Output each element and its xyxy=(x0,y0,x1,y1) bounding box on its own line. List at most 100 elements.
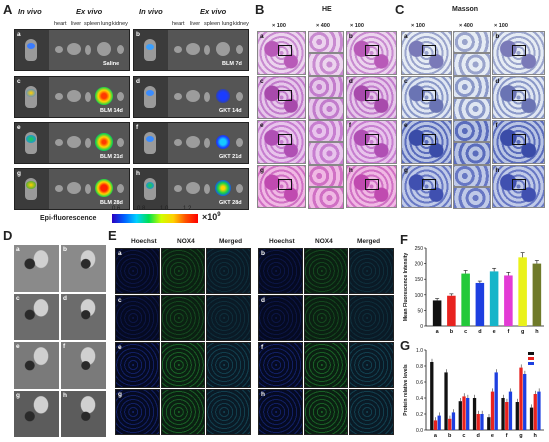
tile-letter: f xyxy=(495,122,498,129)
imaging-row-saline: a Saline xyxy=(14,29,130,71)
em-letter: a xyxy=(16,246,20,253)
mag-label: × 100 xyxy=(350,23,364,29)
fluorescence-letter: a xyxy=(118,250,122,257)
histology-tile: c xyxy=(401,75,452,119)
em-micrograph: d xyxy=(60,292,107,341)
em-letter: d xyxy=(63,294,67,302)
fluorescence-letter: h xyxy=(261,391,265,398)
histology-tile: b xyxy=(345,31,397,75)
organ-label-heart: heart xyxy=(54,21,67,27)
bar xyxy=(466,398,470,430)
bar xyxy=(504,275,513,326)
row-letter: a xyxy=(17,31,21,38)
y-tick-label: 200 xyxy=(415,262,424,268)
histology-zoom-tile xyxy=(307,97,345,120)
bar xyxy=(430,362,434,430)
x-tick-label: f xyxy=(507,329,509,335)
em-letter: c xyxy=(16,294,20,302)
legend-swatch xyxy=(528,352,534,355)
bar xyxy=(451,412,456,430)
mag-label: × 100 xyxy=(494,23,508,29)
bar xyxy=(480,414,484,430)
bar xyxy=(432,300,442,326)
fluorescence-image xyxy=(206,248,251,294)
x-tick-label: e xyxy=(493,329,496,335)
row-group-label: BLM 28d xyxy=(100,200,123,206)
tile-letter: c xyxy=(260,77,264,85)
histology-tile: e xyxy=(401,120,452,164)
fluorescence-letter: f xyxy=(261,344,264,351)
x-tick-label: b xyxy=(450,329,454,335)
histology-zoom-tile xyxy=(307,142,345,165)
fluorescence-image xyxy=(160,295,206,341)
fluorescence-image xyxy=(160,389,206,435)
histology-zoom-tile xyxy=(453,53,491,76)
fluorescence-image: e xyxy=(115,342,160,388)
x-tick-label: c xyxy=(464,329,467,335)
row-letter: e xyxy=(17,124,21,131)
organ-label-liver: liver xyxy=(71,21,82,27)
bar xyxy=(472,398,477,430)
imaging-row-blm7d: b BLM 7d xyxy=(133,29,249,71)
fluorescence-image xyxy=(349,248,394,294)
y-axis-label: Protein relative levels xyxy=(403,364,409,416)
tile-letter: f xyxy=(348,122,351,129)
fluorescence-letter: b xyxy=(261,250,265,257)
histology-zoom-tile xyxy=(453,97,491,120)
colorbar-tick: 1.0 xyxy=(160,206,169,212)
y-tick-label: 1.0 xyxy=(416,348,423,354)
tile-letter: a xyxy=(260,33,264,40)
em-micrograph: b xyxy=(60,244,107,293)
bar xyxy=(447,295,456,326)
row-letter: h xyxy=(136,170,140,177)
em-micrograph: f xyxy=(60,341,107,390)
row-group-label: GKT 21d xyxy=(219,154,242,160)
em-letter: b xyxy=(63,246,67,253)
x-tick-label: a xyxy=(434,433,438,439)
histology-zoom-tile xyxy=(307,186,345,209)
bar xyxy=(444,372,448,430)
panel-label-f: F xyxy=(400,232,408,247)
tile-letter: h xyxy=(348,166,353,174)
colorbar-tick: 0.6 xyxy=(112,206,121,212)
y-tick-label: 0 xyxy=(420,324,423,330)
fluorescence-image xyxy=(206,342,251,388)
histology-tile: h xyxy=(492,164,545,208)
fluorescence-image xyxy=(160,342,206,388)
organ-label-kidney: kidney xyxy=(233,21,249,27)
tile-letter: h xyxy=(495,166,500,174)
row-letter: g xyxy=(17,170,21,177)
histology-zoom-tile xyxy=(307,164,345,187)
imaging-row-gkt28d: h GKT 28d xyxy=(133,168,249,210)
channel-header: Hoechst xyxy=(269,238,295,245)
channel-header: NOX4 xyxy=(315,238,333,245)
chart-f-mean-fluorescence: 0 50 100 150 200 250 Mean Fluorescence Intensi… xyxy=(403,246,544,335)
bar xyxy=(537,391,541,430)
mag-label: × 100 xyxy=(411,23,425,29)
fluorescence-letter: g xyxy=(118,391,122,398)
tile-letter: b xyxy=(348,33,353,40)
histology-tile: g xyxy=(257,164,307,208)
x-tick-label: h xyxy=(533,433,537,439)
histology-zoom-tile xyxy=(307,75,345,98)
x-tick-label: b xyxy=(448,433,452,439)
bar xyxy=(518,257,527,326)
x-tick-label: a xyxy=(436,329,440,335)
x-tick-label: c xyxy=(462,433,465,439)
row-letter: f xyxy=(136,124,139,131)
em-letter: e xyxy=(16,343,20,350)
histology-zoom-tile xyxy=(453,120,491,143)
row-group-label: GKT 14d xyxy=(219,108,242,114)
em-micrograph: e xyxy=(13,341,60,390)
y-tick-label: 150 xyxy=(415,277,424,283)
legend-swatch xyxy=(528,357,534,360)
bar xyxy=(461,273,470,326)
fluorescence-image: b xyxy=(258,248,303,294)
tile-letter: c xyxy=(404,77,408,85)
em-letter: f xyxy=(63,343,66,350)
histology-tile: b xyxy=(492,31,545,75)
histology-tile: h xyxy=(345,164,397,208)
organ-label-spleen: spleen xyxy=(204,21,221,27)
row-group-label: BLM 21d xyxy=(100,154,123,160)
fluorescence-image xyxy=(303,295,349,341)
